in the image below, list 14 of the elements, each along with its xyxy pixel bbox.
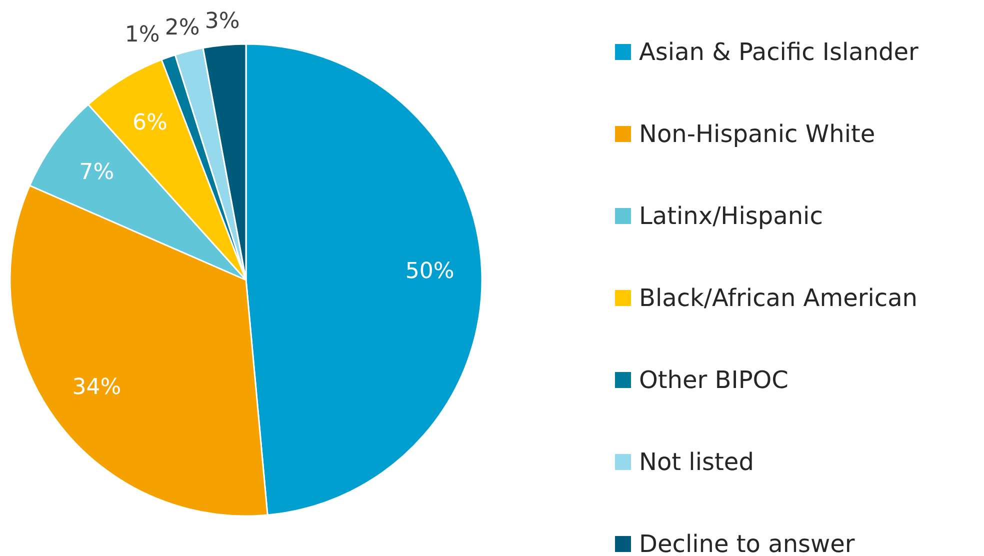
legend-label: Other BIPOC	[639, 366, 788, 394]
data-label: 50%	[405, 259, 454, 284]
data-label: 34%	[72, 375, 122, 400]
legend-label: Latinx/Hispanic	[639, 202, 823, 230]
legend-label: Asian & Pacific Islander	[639, 38, 919, 66]
data-label: 2%	[164, 16, 200, 41]
legend-label: Black/African American	[639, 284, 918, 312]
data-label: 3%	[204, 8, 240, 34]
data-label: 1%	[124, 22, 160, 48]
data-label: 6%	[132, 110, 168, 136]
legend-label: Non-Hispanic White	[639, 120, 876, 148]
data-label: 7%	[79, 160, 114, 185]
legend-label: Decline to answer	[639, 530, 855, 556]
legend-label: Not listed	[639, 448, 754, 476]
